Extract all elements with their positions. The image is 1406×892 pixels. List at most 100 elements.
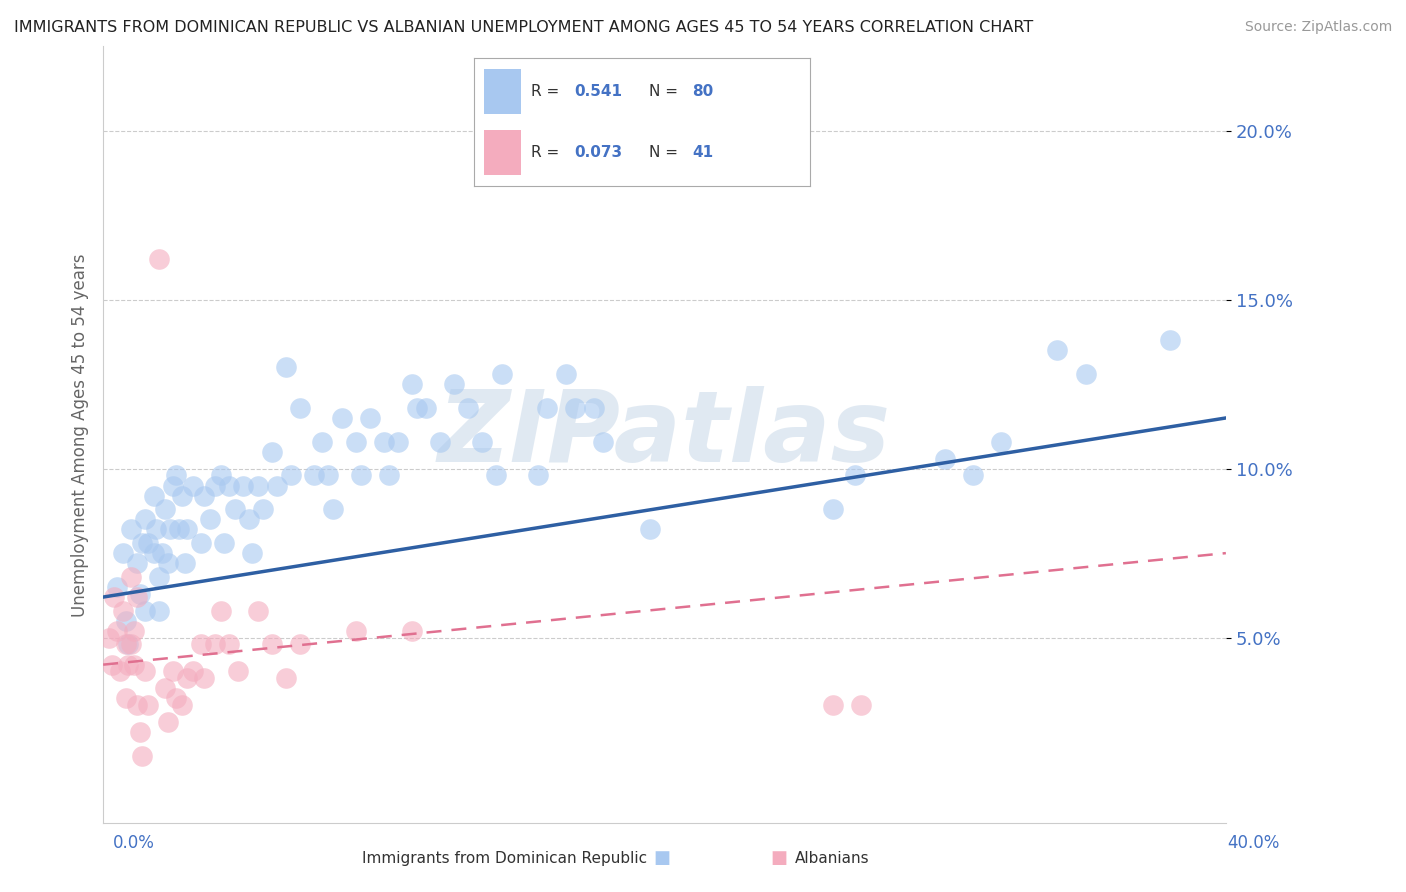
Point xyxy=(198,512,221,526)
Point xyxy=(232,478,254,492)
Point xyxy=(527,468,550,483)
Point xyxy=(100,657,122,672)
Point xyxy=(145,523,167,537)
Point xyxy=(311,434,333,449)
Point xyxy=(204,637,226,651)
Point xyxy=(176,523,198,537)
Point xyxy=(821,698,844,713)
Point xyxy=(378,468,401,483)
Point xyxy=(165,691,187,706)
Point xyxy=(111,604,134,618)
Point xyxy=(240,546,263,560)
Point xyxy=(260,444,283,458)
Point xyxy=(302,468,325,483)
Point xyxy=(125,590,148,604)
Point xyxy=(1159,333,1181,347)
Point xyxy=(105,580,128,594)
Point xyxy=(128,725,150,739)
Point xyxy=(108,665,131,679)
Point xyxy=(212,536,235,550)
Text: 0.0%: 0.0% xyxy=(112,834,155,852)
Text: IMMIGRANTS FROM DOMINICAN REPUBLIC VS ALBANIAN UNEMPLOYMENT AMONG AGES 45 TO 54 : IMMIGRANTS FROM DOMINICAN REPUBLIC VS AL… xyxy=(14,20,1033,35)
Point xyxy=(218,478,240,492)
Point xyxy=(181,665,204,679)
Point xyxy=(170,698,193,713)
Point xyxy=(156,715,179,730)
Point xyxy=(406,401,429,415)
Point xyxy=(252,502,274,516)
Point xyxy=(246,478,269,492)
Point xyxy=(209,604,232,618)
Point xyxy=(131,748,153,763)
Point xyxy=(193,671,215,685)
Point xyxy=(555,367,578,381)
Point xyxy=(415,401,437,415)
Point xyxy=(204,478,226,492)
Point xyxy=(401,377,423,392)
Point xyxy=(162,478,184,492)
Point xyxy=(246,604,269,618)
Point xyxy=(97,631,120,645)
Text: 40.0%: 40.0% xyxy=(1227,834,1279,852)
Point xyxy=(226,665,249,679)
Point xyxy=(536,401,558,415)
Point xyxy=(583,401,606,415)
Point xyxy=(111,546,134,560)
Point xyxy=(181,478,204,492)
Point xyxy=(485,468,508,483)
Point xyxy=(159,523,181,537)
Point xyxy=(266,478,288,492)
Point xyxy=(134,512,156,526)
Text: Source: ZipAtlas.com: Source: ZipAtlas.com xyxy=(1244,20,1392,34)
Point xyxy=(359,411,381,425)
Text: ■: ■ xyxy=(770,849,787,867)
Point xyxy=(156,556,179,570)
Point xyxy=(224,502,246,516)
Point xyxy=(443,377,465,392)
Point xyxy=(401,624,423,638)
Point xyxy=(125,556,148,570)
Point xyxy=(150,546,173,560)
Point xyxy=(344,434,367,449)
Point xyxy=(170,489,193,503)
Point xyxy=(190,637,212,651)
Point xyxy=(238,512,260,526)
Point xyxy=(136,698,159,713)
Point xyxy=(142,489,165,503)
Text: ■: ■ xyxy=(654,849,671,867)
Point xyxy=(173,556,195,570)
Point xyxy=(274,360,297,375)
Point xyxy=(429,434,451,449)
Point xyxy=(209,468,232,483)
Point xyxy=(165,468,187,483)
Point xyxy=(330,411,353,425)
Point xyxy=(153,681,176,696)
Point xyxy=(105,624,128,638)
Point xyxy=(162,665,184,679)
Point xyxy=(491,367,513,381)
Point xyxy=(176,671,198,685)
Point xyxy=(117,657,139,672)
Point xyxy=(471,434,494,449)
Point xyxy=(148,570,170,584)
Point xyxy=(844,468,866,483)
Point xyxy=(114,614,136,628)
Point xyxy=(344,624,367,638)
Point xyxy=(316,468,339,483)
Point xyxy=(131,536,153,550)
Point xyxy=(148,604,170,618)
Point xyxy=(190,536,212,550)
Point xyxy=(153,502,176,516)
Point xyxy=(260,637,283,651)
Text: ZIPatlas: ZIPatlas xyxy=(437,386,891,483)
Point xyxy=(136,536,159,550)
Point xyxy=(193,489,215,503)
Point xyxy=(1074,367,1097,381)
Text: Immigrants from Dominican Republic: Immigrants from Dominican Republic xyxy=(361,851,647,865)
Point xyxy=(120,570,142,584)
Point xyxy=(128,587,150,601)
Point xyxy=(373,434,395,449)
Point xyxy=(114,691,136,706)
Point xyxy=(122,657,145,672)
Point xyxy=(120,637,142,651)
